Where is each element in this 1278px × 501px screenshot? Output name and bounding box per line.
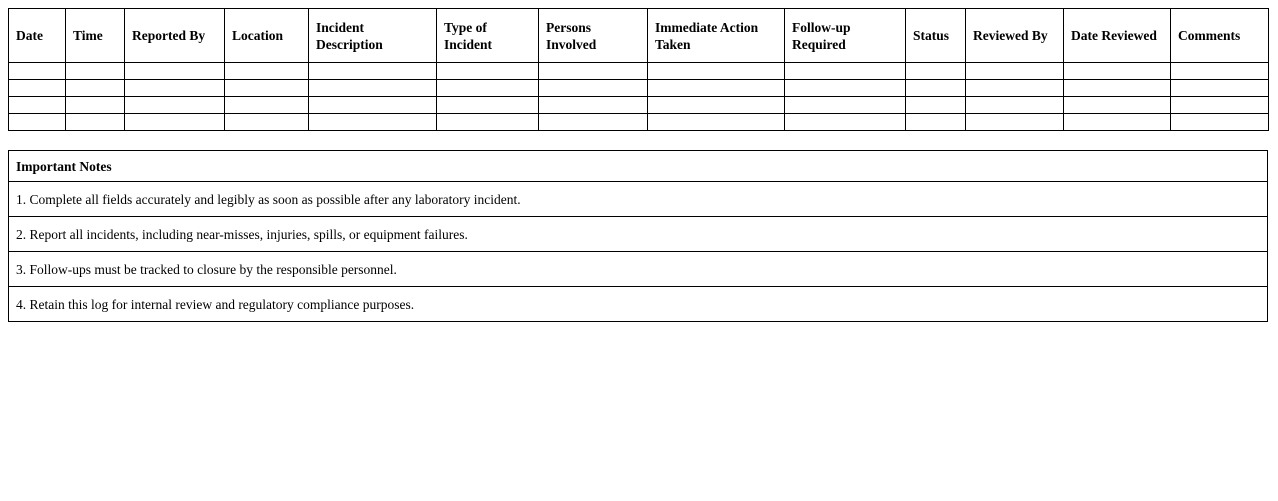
table-cell[interactable] <box>308 79 437 97</box>
table-cell[interactable] <box>647 96 785 114</box>
table-cell[interactable] <box>784 96 906 114</box>
table-row <box>8 96 1269 114</box>
table-cell[interactable] <box>65 113 125 131</box>
column-header-immediate-action-taken: Immediate Action Taken <box>647 8 785 63</box>
table-cell[interactable] <box>905 113 966 131</box>
table-cell[interactable] <box>784 79 906 97</box>
incident-log-body <box>8 62 1269 131</box>
table-cell[interactable] <box>905 79 966 97</box>
table-cell[interactable] <box>538 79 648 97</box>
table-row <box>8 113 1269 131</box>
table-cell[interactable] <box>647 79 785 97</box>
column-header-incident-description: Incident Description <box>308 8 437 63</box>
table-cell[interactable] <box>1170 113 1269 131</box>
table-cell[interactable] <box>965 113 1064 131</box>
table-cell[interactable] <box>436 79 539 97</box>
note-item: 4. Retain this log for internal review a… <box>8 286 1268 322</box>
column-header-status: Status <box>905 8 966 63</box>
table-cell[interactable] <box>308 113 437 131</box>
notes-title: Important Notes <box>8 150 1268 182</box>
table-cell[interactable] <box>1170 62 1269 80</box>
table-cell[interactable] <box>1063 62 1171 80</box>
table-cell[interactable] <box>965 79 1064 97</box>
note-row: 1. Complete all fields accurately and le… <box>8 181 1268 217</box>
note-item: 2. Report all incidents, including near-… <box>8 216 1268 252</box>
note-row: 4. Retain this log for internal review a… <box>8 286 1268 322</box>
column-header-date: Date <box>8 8 66 63</box>
table-cell[interactable] <box>436 62 539 80</box>
table-cell[interactable] <box>538 113 648 131</box>
table-cell[interactable] <box>65 96 125 114</box>
table-cell[interactable] <box>538 62 648 80</box>
table-cell[interactable] <box>784 113 906 131</box>
note-row: 3. Follow-ups must be tracked to closure… <box>8 251 1268 287</box>
table-cell[interactable] <box>124 96 225 114</box>
table-cell[interactable] <box>224 79 309 97</box>
incident-log-table: Date Time Reported By Location Incident … <box>8 8 1269 131</box>
table-cell[interactable] <box>905 62 966 80</box>
table-cell[interactable] <box>647 113 785 131</box>
table-row <box>8 62 1269 80</box>
table-cell[interactable] <box>1063 96 1171 114</box>
table-cell[interactable] <box>647 62 785 80</box>
table-cell[interactable] <box>224 62 309 80</box>
table-cell[interactable] <box>124 79 225 97</box>
table-cell[interactable] <box>436 96 539 114</box>
table-cell[interactable] <box>8 79 66 97</box>
table-cell[interactable] <box>308 96 437 114</box>
table-cell[interactable] <box>784 62 906 80</box>
table-cell[interactable] <box>905 96 966 114</box>
note-item: 3. Follow-ups must be tracked to closure… <box>8 251 1268 287</box>
note-row: 2. Report all incidents, including near-… <box>8 216 1268 252</box>
table-cell[interactable] <box>65 62 125 80</box>
column-header-date-reviewed: Date Reviewed <box>1063 8 1171 63</box>
column-header-comments: Comments <box>1170 8 1269 63</box>
table-cell[interactable] <box>308 62 437 80</box>
column-header-type-of-incident: Type of Incident <box>436 8 539 63</box>
table-cell[interactable] <box>965 62 1064 80</box>
table-cell[interactable] <box>8 62 66 80</box>
table-cell[interactable] <box>965 96 1064 114</box>
header-row: Date Time Reported By Location Incident … <box>8 8 1269 63</box>
column-header-time: Time <box>65 8 125 63</box>
column-header-reviewed-by: Reviewed By <box>965 8 1064 63</box>
table-cell[interactable] <box>65 79 125 97</box>
column-header-follow-up-required: Follow-up Required <box>784 8 906 63</box>
column-header-reported-by: Reported By <box>124 8 225 63</box>
table-cell[interactable] <box>8 96 66 114</box>
table-cell[interactable] <box>1063 79 1171 97</box>
important-notes-table: Important Notes 1. Complete all fields a… <box>8 150 1268 322</box>
table-cell[interactable] <box>8 113 66 131</box>
table-cell[interactable] <box>436 113 539 131</box>
column-header-persons-involved: Persons Involved <box>538 8 648 63</box>
notes-title-row: Important Notes <box>8 150 1268 182</box>
table-cell[interactable] <box>1170 96 1269 114</box>
column-header-location: Location <box>224 8 309 63</box>
table-cell[interactable] <box>1063 113 1171 131</box>
table-cell[interactable] <box>1170 79 1269 97</box>
table-cell[interactable] <box>124 113 225 131</box>
note-item: 1. Complete all fields accurately and le… <box>8 181 1268 217</box>
table-cell[interactable] <box>538 96 648 114</box>
table-cell[interactable] <box>124 62 225 80</box>
table-cell[interactable] <box>224 113 309 131</box>
table-row <box>8 79 1269 97</box>
table-cell[interactable] <box>224 96 309 114</box>
